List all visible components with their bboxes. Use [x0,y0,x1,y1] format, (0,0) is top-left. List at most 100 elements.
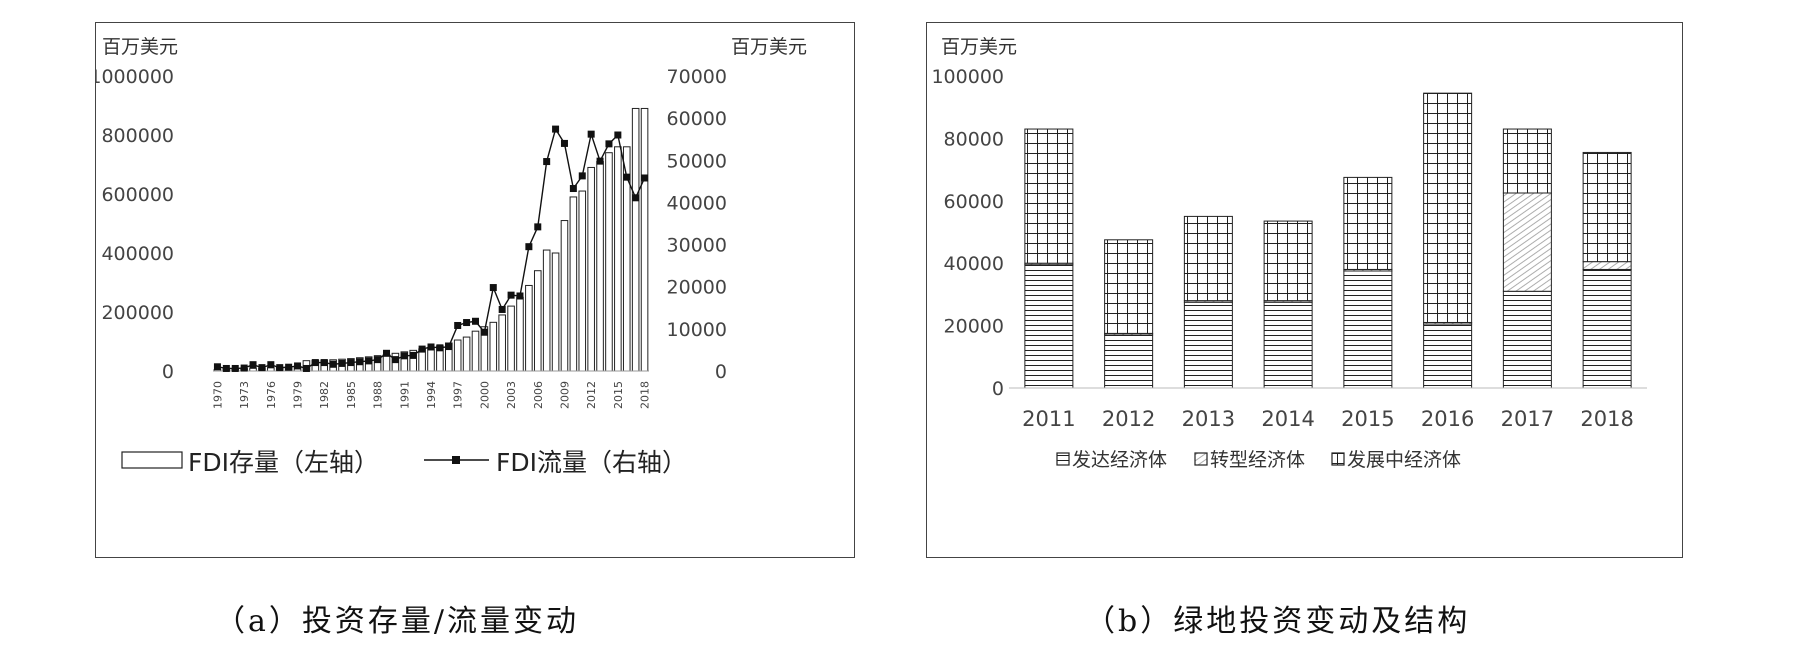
fdi-flow-point [329,360,337,368]
fdi-stock-bar [542,249,551,372]
left-axis-unit: 百万美元 [102,36,178,58]
x-tick-label: 1991 [398,381,411,409]
left-y-tick-label: 800000 [101,125,174,147]
x-tick-label: 2006 [532,381,545,409]
right-y-tick-label: 60000 [667,108,727,130]
fdi-flow-point [480,328,488,336]
stacked-bar-segment [1183,215,1233,302]
fdi-flow-point [231,364,239,372]
fdi-stock-bar [605,152,613,372]
fdi-flow-point [489,284,497,292]
fdi-stock-bar [489,321,498,372]
fdi-flow-point [347,359,355,367]
fdi-flow-point [391,356,399,364]
fdi-flow-point [383,349,391,357]
fdi-flow-point [374,356,382,364]
y-tick-label: 100000 [931,66,1004,88]
legend-stock-swatch [121,451,183,469]
right-y-tick-label: 50000 [667,150,727,172]
x-tick-label: 1997 [452,381,465,409]
legend-label: 发达经济体 [1072,449,1167,471]
fdi-flow-point [525,243,533,251]
x-category-label: 2016 [1421,407,1474,431]
fdi-flow-point [294,362,302,370]
fdi-flow-point [471,317,479,325]
y-tick-label: 40000 [944,253,1004,275]
fdi-flow-point [569,185,577,193]
fdi-stock-bar [640,107,649,372]
fdi-flow-point [454,321,462,329]
legend-swatch [1331,452,1345,466]
stacked-bar-segment [1582,268,1632,389]
x-category-label: 2011 [1022,407,1075,431]
stacked-bar-segment [1423,323,1473,389]
fdi-flow-point [409,351,417,359]
y-tick-label: 80000 [944,128,1004,150]
x-tick-label: 1970 [211,381,224,409]
stacked-bar-segment [1502,290,1552,389]
x-tick-label: 2015 [612,381,625,409]
fdi-flow-point [285,363,293,371]
right-y-tick-label: 30000 [667,235,727,257]
right-axis-unit: 百万美元 [731,36,807,58]
x-category-label: 2012 [1102,407,1155,431]
stacked-bar-segment [1582,261,1632,270]
x-tick-label: 2000 [478,381,491,409]
right-y-tick-label: 20000 [667,277,727,299]
x-tick-label: 2018 [639,381,652,409]
fdi-stock-bar [525,284,533,372]
fdi-flow-point [445,343,453,351]
fdi-stock-bar [382,354,391,372]
legend-label: 发展中经济体 [1347,449,1461,471]
fdi-flow-point [596,157,604,165]
x-category-label: 2018 [1580,407,1633,431]
caption-a: （a）投资存量/流量变动 [215,604,579,639]
fdi-stock-bar [614,146,622,372]
fdi-flow-point [249,361,257,369]
right-y-tick-label: 10000 [667,319,727,341]
fdi-flow-point [365,357,373,365]
right-y-tick-label: 40000 [667,192,727,214]
fdi-flow-point [276,364,284,372]
fdi-flow-point [543,158,551,166]
fdi-stock-bar [533,270,542,372]
fdi-stock-bar [516,296,524,372]
fdi-flow-point [507,291,515,299]
x-tick-label: 1973 [238,381,251,409]
x-tick-label: 2012 [585,381,598,409]
fdi-flow-point [560,139,568,147]
fdi-flow-point [605,140,613,148]
fdi-stock-bar [462,336,471,372]
x-tick-label: 1985 [345,381,358,409]
stacked-bar-segment [1343,176,1393,270]
fdi-stock-bar [427,346,435,372]
legend-flow-marker [452,456,460,464]
chart-panel-a: 百万美元 百万美元 1000000 800000 600000 400000 200000 0… [89,22,855,558]
stacked-bar-segment [1183,301,1233,389]
fdi-flow-point [356,358,364,366]
right-y-tick-label: 0 [715,361,727,383]
left-y-tick-label: 0 [162,361,174,383]
legend-label: 转型经济体 [1210,449,1305,471]
fdi-stock-bar [471,330,480,372]
fdi-flow-point [222,364,230,372]
fdi-stock-bar [587,166,595,372]
x-tick-label: 2003 [505,381,518,409]
y-tick-label: 20000 [944,316,1004,338]
x-tick-label: 2009 [558,381,571,409]
fdi-flow-point [418,345,426,353]
fdi-stock-bar [498,314,506,372]
fdi-flow-point [213,363,221,371]
fdi-flow-point [302,364,310,372]
fdi-flow-point [427,343,435,351]
stacked-bar-segment [1502,128,1552,194]
fdi-stock-bar [551,252,560,372]
legend-swatch [1194,452,1208,466]
left-y-tick-label: 400000 [101,243,174,265]
y-tick-label: 0 [992,378,1004,400]
x-tick-label: 1982 [318,381,331,409]
fdi-flow-point [614,131,622,139]
fdi-flow-point [258,364,266,372]
fdi-stock-bar [507,305,515,372]
stacked-bar-segment [1104,239,1154,334]
